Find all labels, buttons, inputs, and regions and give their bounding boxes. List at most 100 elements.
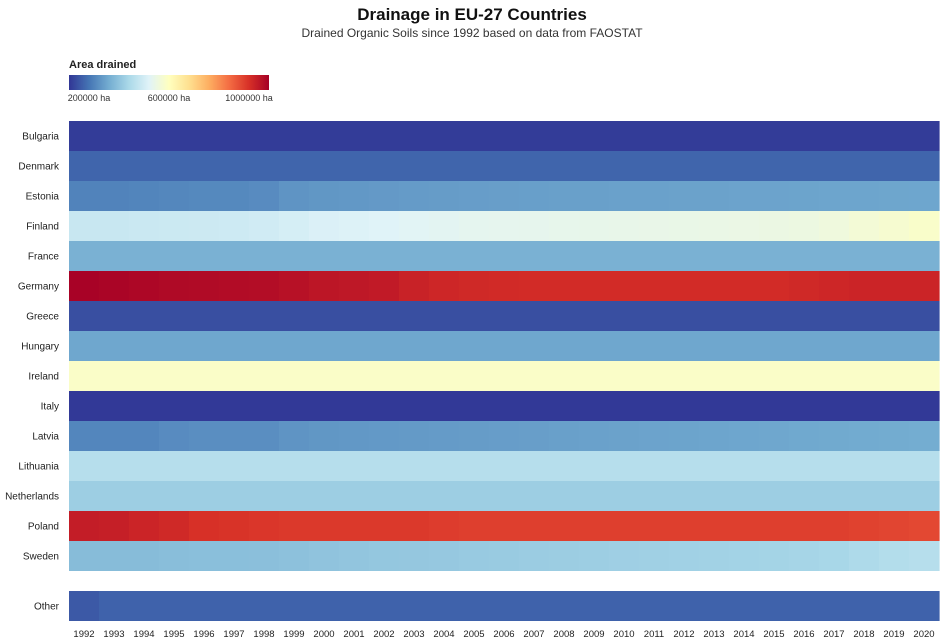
heatmap-cell [189,211,220,241]
heatmap-cell [579,591,610,621]
heatmap-cell [219,391,250,421]
heatmap-cell [639,121,670,151]
x-axis-label: 1995 [163,629,184,640]
heatmap-cell [399,181,430,211]
heatmap-cell [549,271,580,301]
heatmap-cell [699,331,730,361]
heatmap-cell [519,481,550,511]
heatmap-cell [459,421,490,451]
heatmap-cell [399,271,430,301]
heatmap-cell [789,361,820,391]
heatmap-cell [399,151,430,181]
heatmap-cell [399,301,430,331]
heatmap-cell [579,511,610,541]
heatmap-cell [609,151,640,181]
heatmap-cell [399,211,430,241]
heatmap-cell [399,481,430,511]
heatmap-cell [189,121,220,151]
heatmap-cell [909,301,940,331]
heatmap-cell [609,331,640,361]
x-axis-label: 2005 [463,629,484,640]
heatmap-cell [549,361,580,391]
heatmap-cell [69,121,100,151]
heatmap-cell [69,211,100,241]
heatmap-cell [729,271,760,301]
heatmap-cell [849,451,880,481]
heatmap-cell [219,591,250,621]
heatmap-cell [249,211,280,241]
heatmap-cell [609,121,640,151]
heatmap-cell [579,121,610,151]
heatmap-cell [879,361,910,391]
heatmap-cell [279,541,310,571]
x-axis-label: 2001 [343,629,364,640]
heatmap-cell [339,211,370,241]
heatmap-cell [279,391,310,421]
heatmap-cell [99,511,130,541]
y-axis-label: Poland [28,522,59,533]
heatmap-cell [129,151,160,181]
heatmap-cell [489,511,520,541]
heatmap-cell [489,591,520,621]
heatmap-cell [579,301,610,331]
heatmap-cell [99,331,130,361]
heatmap-cell [279,271,310,301]
heatmap-cell [729,591,760,621]
heatmap-cell [849,241,880,271]
heatmap-cell [819,591,850,621]
y-axis-label: Germany [18,282,59,293]
heatmap-cell [429,421,460,451]
heatmap-cell [879,331,910,361]
heatmap-cell [639,181,670,211]
legend-tick-label: 1000000 ha [225,93,273,103]
y-axis-label: Finland [26,222,59,233]
x-axis-label: 1997 [223,629,244,640]
heatmap-cell [609,181,640,211]
heatmap-cell [249,541,280,571]
y-axis-label: France [28,252,60,263]
heatmap-cell [819,301,850,331]
heatmap-cell [549,391,580,421]
heatmap-cell [219,511,250,541]
heatmap-cell [549,211,580,241]
heatmap-cell [549,421,580,451]
heatmap-cell [549,181,580,211]
heatmap-cell [159,421,190,451]
heatmap-cell [339,361,370,391]
heatmap-cell [429,241,460,271]
heatmap-cell [69,481,100,511]
heatmap-cell [369,591,400,621]
heatmap-cell [189,151,220,181]
heatmap-cell [159,591,190,621]
heatmap-cell [519,211,550,241]
heatmap-cell [789,331,820,361]
heatmap-cell [489,151,520,181]
heatmap-cell [429,301,460,331]
heatmap-cell [309,391,340,421]
heatmap-cell [219,421,250,451]
heatmap-cell [129,481,160,511]
heatmap-cell [849,301,880,331]
heatmap-cell [129,421,160,451]
heatmap-cell [729,181,760,211]
heatmap-cell [729,481,760,511]
x-axis-label: 2020 [913,629,934,640]
heatmap-cell [519,151,550,181]
heatmap-cell [849,591,880,621]
heatmap-cell [249,241,280,271]
heatmap-cell [669,361,700,391]
heatmap-cell [369,331,400,361]
heatmap-cell [459,301,490,331]
heatmap-cell [189,511,220,541]
heatmap-cell [99,151,130,181]
chart-subtitle: Drained Organic Soils since 1992 based o… [301,26,643,40]
x-axis-label: 1992 [73,629,94,640]
heatmap-cell [519,331,550,361]
heatmap-cell [309,151,340,181]
heatmap-cell [369,511,400,541]
heatmap-cell [609,591,640,621]
heatmap-cell [279,421,310,451]
heatmap-cell [339,271,370,301]
x-axis-label: 2011 [644,629,664,640]
heatmap-cell [579,211,610,241]
